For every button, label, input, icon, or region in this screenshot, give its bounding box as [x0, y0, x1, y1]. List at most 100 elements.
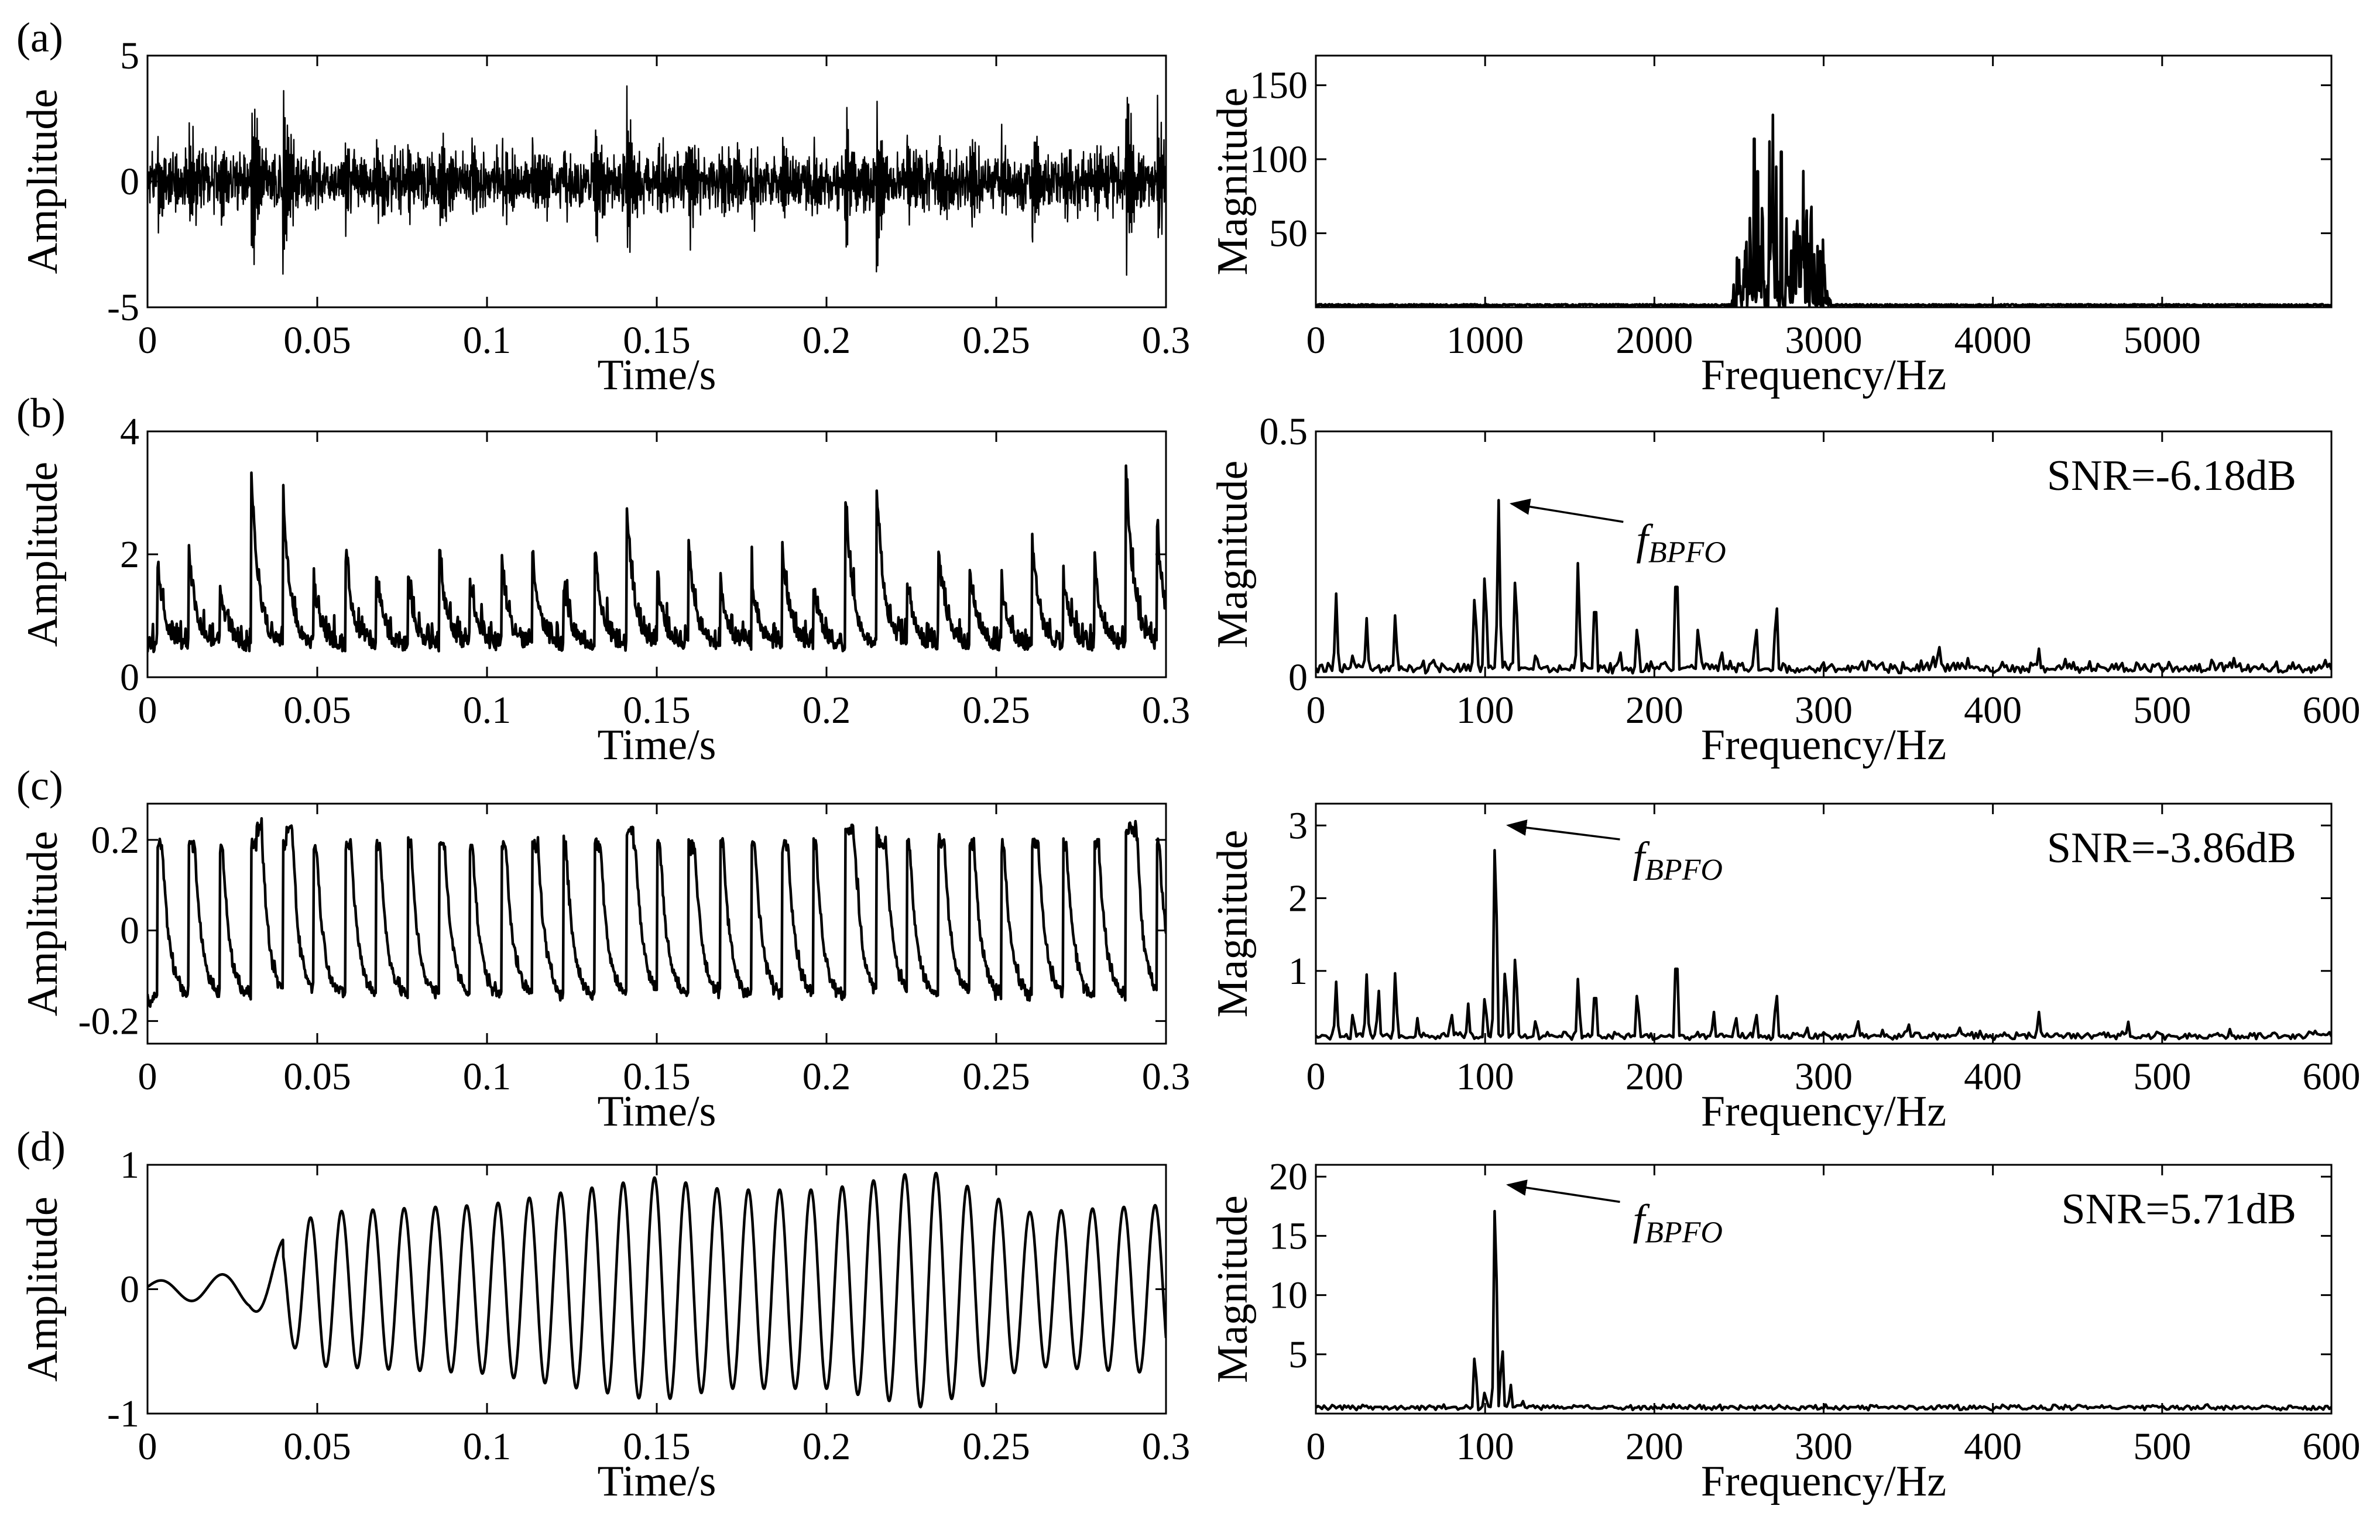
- c-freq-annotation-subscript: BPFO: [1645, 853, 1723, 887]
- b-time-xtick-label: 0.15: [623, 689, 691, 732]
- d-freq-annotation-subscript: BPFO: [1645, 1216, 1723, 1249]
- d-freq-xtick-label: 500: [2133, 1425, 2191, 1468]
- chart-b-time: 0 0.05 0.1 0.15 0.2 0.25 0.3 0 2 4 Time/s Amplitude…: [16, 390, 1190, 769]
- b-freq-ytick-label: 0.5: [1260, 410, 1308, 453]
- d-time-x-axis-label: Time/s: [598, 1457, 716, 1505]
- a-freq-series-line: [1316, 113, 2331, 307]
- c-freq-xtick-label: 300: [1795, 1055, 1853, 1098]
- c-time-x-axis-label: Time/s: [598, 1088, 716, 1136]
- c-freq-ytick-label: 1: [1288, 950, 1308, 993]
- c-time-series-line: [148, 817, 1166, 1008]
- a-freq-ytick-label: 100: [1250, 138, 1308, 181]
- d-time-ytick-label: -1: [107, 1392, 139, 1435]
- b-time-xtick-label: 0.2: [803, 689, 851, 732]
- c-time-xtick-label: 0.2: [803, 1055, 851, 1098]
- d-time-y-axis-label: Amplitude: [19, 1196, 67, 1382]
- d-time-xtick-label: 0.15: [623, 1425, 691, 1468]
- d-freq-ytick-label: 20: [1269, 1155, 1308, 1198]
- c-time-ytick-label: 0: [120, 910, 139, 952]
- b-freq-xtick-label: 100: [1456, 689, 1514, 732]
- b-time-ytick-label: 2: [120, 533, 139, 576]
- d-freq-x-axis-label: Frequency/Hz: [1701, 1457, 1946, 1505]
- b-time-xtick-label: 0.25: [962, 689, 1030, 732]
- b-freq-xtick-label: 300: [1795, 689, 1853, 732]
- b-time-xtick-label: 0.05: [283, 689, 351, 732]
- a-time-xtick-label: 0.2: [803, 319, 851, 362]
- d-time-ytick-label: 1: [120, 1144, 139, 1186]
- d-freq-ytick-label: 10: [1269, 1274, 1308, 1317]
- d-freq-series-line: [1316, 1209, 2331, 1412]
- b-freq-y-axis-label: Magnitude: [1209, 461, 1257, 649]
- panel-label-d: (d): [16, 1123, 66, 1170]
- d-time-series-line: [148, 1171, 1166, 1409]
- c-time-xtick-label: 0.05: [283, 1055, 351, 1098]
- b-freq-xtick-label: 400: [1964, 689, 2022, 732]
- c-time-y-axis-label: Amplitude: [19, 831, 67, 1017]
- d-time-ytick-label: 0: [120, 1268, 139, 1311]
- d-freq-annotation-label: fBPFO: [1633, 1196, 1723, 1249]
- panel-label-b: (b): [16, 390, 66, 437]
- a-time-ytick-label: 0: [120, 160, 139, 203]
- b-time-xtick-label: 0.3: [1142, 689, 1191, 732]
- a-time-ytick-label: -5: [107, 286, 139, 329]
- d-freq-xtick-label: 100: [1456, 1425, 1514, 1468]
- c-freq-xtick-label: 200: [1625, 1055, 1683, 1098]
- b-time-ytick-label: 0: [120, 656, 139, 699]
- panel-label-c: (c): [16, 762, 63, 809]
- d-freq-xtick-label: 300: [1795, 1425, 1853, 1468]
- d-time-xtick-label: 0.3: [1142, 1425, 1191, 1468]
- b-time-xtick-label: 0.1: [463, 689, 512, 732]
- a-time-xtick-label: 0.15: [623, 319, 691, 362]
- c-freq-series-line: [1316, 849, 2331, 1041]
- c-time-ytick-label: -0.2: [78, 1000, 139, 1042]
- chart-d-time: 0 0.05 0.1 0.15 0.2 0.25 0.3-101Time/sAmplitud…: [16, 1123, 1190, 1505]
- b-time-series-line: [148, 464, 1166, 654]
- b-time-x-axis-label: Time/s: [598, 721, 716, 769]
- a-time-ytick-label: 5: [120, 35, 139, 77]
- a-time-xtick-label: 0.05: [283, 319, 351, 362]
- a-freq-xtick-label: 1000: [1446, 319, 1524, 362]
- c-freq-xtick-label: 100: [1456, 1055, 1514, 1098]
- b-time-xtick-label: 0: [138, 689, 157, 732]
- c-freq-annotation-arrow: [1506, 819, 1620, 841]
- d-freq-xtick-label: 400: [1964, 1425, 2022, 1468]
- a-freq-ytick-label: 150: [1250, 64, 1308, 107]
- chart-a-time: 0 0.05 0.1 0.15 0.2 0.25 0.3-505Time/sAmplitud…: [16, 14, 1190, 399]
- a-freq-y-axis-label: Magnitude: [1209, 88, 1257, 276]
- b-time-ytick-label: 4: [120, 410, 139, 453]
- d-freq-snr-label: SNR=5.71dB: [2061, 1185, 2296, 1233]
- c-time-xtick-label: 0.25: [962, 1055, 1030, 1098]
- a-time-xtick-label: 0.1: [463, 319, 512, 362]
- a-time-series-line: [148, 85, 1166, 276]
- c-time-xtick-label: 0.3: [1142, 1055, 1191, 1098]
- b-freq-annotation-arrow: [1509, 498, 1624, 523]
- a-time-xtick-label: 0.3: [1142, 319, 1191, 362]
- b-freq-xtick-label: 200: [1625, 689, 1683, 732]
- a-freq-x-axis-label: Frequency/Hz: [1701, 351, 1946, 399]
- b-freq-x-axis-label: Frequency/Hz: [1701, 721, 1946, 769]
- d-freq-xtick-label: 0: [1306, 1425, 1326, 1468]
- c-time-xtick-label: 0.15: [623, 1055, 691, 1098]
- c-freq-ytick-label: 3: [1288, 804, 1308, 847]
- c-freq-annotation-label: fBPFO: [1633, 834, 1723, 887]
- c-time-xtick-label: 0.1: [463, 1055, 512, 1098]
- chart-c-freq: 0 100 200 300 400 500 600 1 2 3 Frequency/Hz Magnit…: [1209, 802, 2361, 1136]
- c-freq-x-axis-label: Frequency/Hz: [1701, 1088, 1946, 1136]
- chart-a-freq: 0 1000 2000 3000 4000 5000 50 100 150 Frequency/H…: [1209, 54, 2333, 399]
- d-time-xtick-label: 0.25: [962, 1425, 1030, 1468]
- d-freq-annotation-arrow: [1506, 1179, 1620, 1203]
- b-freq-xtick-label: 500: [2133, 689, 2191, 732]
- d-freq-xtick-label: 600: [2303, 1425, 2361, 1468]
- b-freq-annotation-subscript: BPFO: [1648, 536, 1726, 570]
- c-freq-y-axis-label: Magnitude: [1209, 830, 1257, 1018]
- b-freq-series-line: [1316, 499, 2331, 675]
- c-freq-xtick-label: 500: [2133, 1055, 2191, 1098]
- d-time-xtick-label: 0.1: [463, 1425, 512, 1468]
- c-freq-ytick-label: 2: [1288, 877, 1308, 920]
- a-time-xtick-label: 0: [138, 319, 157, 362]
- c-freq-xtick-label: 600: [2303, 1055, 2361, 1098]
- b-freq-snr-label: SNR=-6.18dB: [2047, 452, 2296, 500]
- c-freq-snr-label: SNR=-3.86dB: [2047, 824, 2296, 872]
- c-freq-xtick-label: 400: [1964, 1055, 2022, 1098]
- panel-label-a: (a): [16, 14, 63, 61]
